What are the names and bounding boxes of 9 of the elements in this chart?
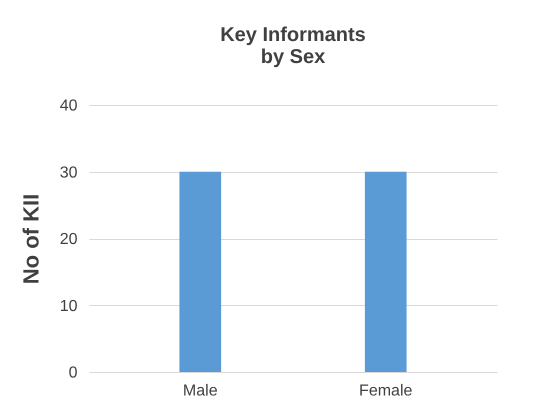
y-axis-title: No of KII <box>18 194 44 284</box>
y-tick-label: 0 <box>68 364 78 382</box>
x-tick-label: Male <box>182 382 218 400</box>
chart-title: Key Informants by Sex <box>220 24 366 68</box>
x-tick-label: Female <box>359 382 412 400</box>
y-tick-label: 30 <box>60 164 78 182</box>
y-tick-label: 10 <box>60 298 78 315</box>
y-tick-label: 40 <box>60 98 78 114</box>
y-tick-label: 20 <box>60 231 78 248</box>
